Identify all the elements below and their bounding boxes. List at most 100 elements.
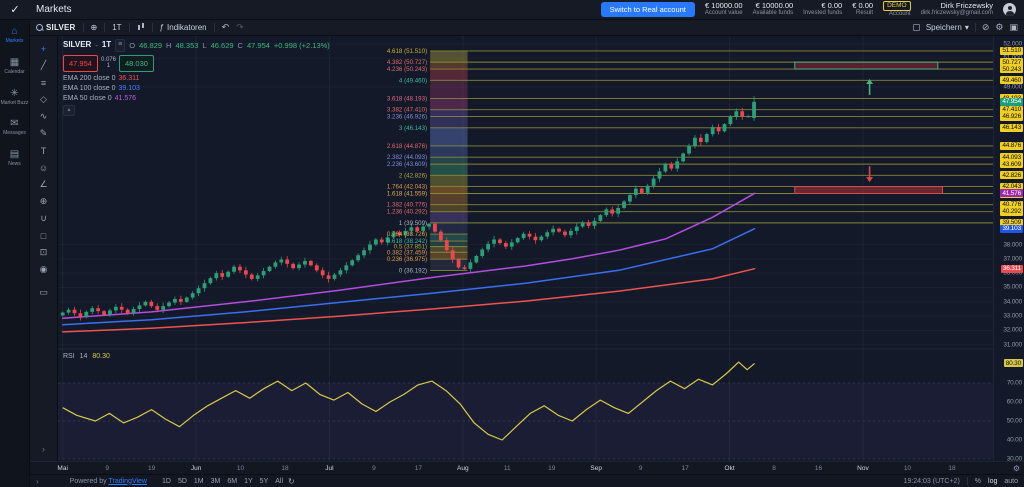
compare-add-button[interactable]: ⊕ bbox=[91, 23, 98, 32]
camera-icon[interactable]: ▣ bbox=[1009, 22, 1018, 32]
sidebar-item-label: News bbox=[8, 161, 21, 167]
delete-tool[interactable]: ▭ bbox=[39, 287, 48, 297]
range-button-3m[interactable]: 3M bbox=[210, 477, 221, 485]
svg-text:4.382 (50.727): 4.382 (50.727) bbox=[387, 59, 427, 66]
svg-text:3.618 (48.193): 3.618 (48.193) bbox=[387, 95, 427, 102]
legend-symbol[interactable]: SILVER bbox=[63, 40, 92, 50]
range-button-5d[interactable]: 5D bbox=[177, 477, 187, 485]
brush-tool[interactable]: ✎ bbox=[39, 128, 48, 138]
svg-text:1.764 (42.043): 1.764 (42.043) bbox=[387, 184, 427, 191]
go-to-date-icon[interactable]: ↻ bbox=[288, 476, 295, 486]
zoom-tool[interactable]: ⊕ bbox=[39, 196, 48, 206]
fib-retracement-tool[interactable]: ≡ bbox=[40, 77, 47, 88]
rsi-axis-label: 30.00 bbox=[1006, 455, 1022, 463]
chart-type-button[interactable] bbox=[137, 23, 145, 32]
ema-100-legend[interactable]: EMA 100 close 0 39.103 bbox=[63, 84, 330, 94]
fib-price-chip: 49.460 bbox=[1000, 76, 1023, 85]
symbol-search-button[interactable]: SILVER bbox=[36, 23, 76, 32]
open-value: 46.829 bbox=[139, 40, 163, 50]
switch-to-real-account-button[interactable]: Switch to Real account bbox=[600, 2, 695, 17]
legend-menu-icon[interactable]: ≡ bbox=[115, 39, 126, 52]
price-axis[interactable]: 52.00051.00049.00038.00037.00036.00035.0… bbox=[993, 36, 1024, 463]
magnet-tool[interactable]: ∪ bbox=[40, 213, 47, 223]
chart-svg[interactable]: 4.618 (51.510) 4.382 (50.727)4.236 (50.24… bbox=[58, 36, 993, 461]
pattern-tool[interactable]: ◇ bbox=[40, 94, 47, 104]
measure-tool[interactable]: ∠ bbox=[39, 179, 48, 189]
clock-display[interactable]: 19:24:03 (UTC+2) bbox=[903, 477, 960, 485]
range-button-all[interactable]: All bbox=[275, 477, 284, 485]
text-tool[interactable]: T bbox=[40, 145, 47, 156]
range-button-1y[interactable]: 1Y bbox=[244, 477, 253, 485]
crosshair-tool[interactable]: + bbox=[40, 43, 47, 54]
time-tick: Nov bbox=[857, 465, 869, 472]
svg-text:0.236 (36.975): 0.236 (36.975) bbox=[387, 256, 427, 263]
topbar: ✓ Markets Switch to Real account € 10000… bbox=[0, 0, 1024, 20]
svg-text:0.764 (38.726): 0.764 (38.726) bbox=[387, 231, 427, 238]
toolbar-collapse-icon[interactable]: › bbox=[42, 443, 45, 454]
log-scale-button[interactable]: log bbox=[988, 477, 998, 485]
time-tick: 8 bbox=[772, 465, 776, 472]
range-button-1m[interactable]: 1M bbox=[193, 477, 204, 485]
lock-tool[interactable]: ⊡ bbox=[39, 247, 48, 257]
indicators-button[interactable]: ƒ Indikatoren bbox=[160, 23, 207, 32]
sidebar-item-messages[interactable]: ✉ Messages bbox=[0, 112, 29, 143]
price-axis-label: 37.000 bbox=[1003, 255, 1022, 263]
app-logo-icon[interactable]: ✓ bbox=[10, 4, 20, 16]
axis-gear-icon[interactable]: ⚙ bbox=[1012, 464, 1020, 473]
buy-button[interactable]: 48.030 bbox=[118, 54, 154, 72]
price-chip: 47.954 bbox=[1000, 97, 1023, 106]
sidebar-item-calendar[interactable]: ▦ Calendar bbox=[0, 51, 29, 82]
save-button[interactable]: Speichern ▾ bbox=[926, 23, 969, 32]
price-chip: 41.576 bbox=[1000, 189, 1023, 198]
sidebar-item-markets[interactable]: ⌂ Markets bbox=[0, 20, 29, 51]
gear-icon[interactable]: ⚙ bbox=[995, 22, 1004, 32]
interval-button[interactable]: 1T bbox=[112, 23, 121, 32]
range-button-5y[interactable]: 5Y bbox=[259, 477, 269, 485]
ema-200-legend[interactable]: EMA 200 close 0 36.311 bbox=[63, 74, 330, 84]
undo-icon[interactable]: ↶ bbox=[221, 22, 230, 32]
sidebar-item-market-buzz[interactable]: ✳ Market Buzz bbox=[0, 82, 29, 113]
legend-collapse-icon[interactable]: ▴ bbox=[63, 105, 75, 117]
topbar-right: Switch to Real account € 10000.00 Accoun… bbox=[600, 0, 1024, 19]
svg-text:2.618 (44.876): 2.618 (44.876) bbox=[387, 143, 427, 150]
hide-tool[interactable]: ◉ bbox=[39, 264, 48, 274]
range-button-6m[interactable]: 6M bbox=[227, 477, 238, 485]
price-axis-label: 31.000 bbox=[1003, 341, 1022, 349]
sidebar-item-label: Market Buzz bbox=[0, 99, 29, 106]
time-axis[interactable]: ⚙ Mai 9 19 Jun 10 18 Jul 9 17 Aug 11 19 Sep 9 17 Okt 8 16… bbox=[30, 461, 1024, 474]
user-info[interactable]: Dirk Friczewsky dirk.friczewsky@gmail.co… bbox=[921, 1, 993, 18]
alert-icon[interactable]: ⊘ bbox=[981, 22, 990, 32]
rsi-legend[interactable]: RSI 14 80.30 bbox=[63, 353, 110, 360]
rsi-value-chip: 80.30 bbox=[1003, 359, 1023, 368]
rsi-axis-label: 70.00 bbox=[1006, 379, 1022, 387]
legend-interval: 1T bbox=[101, 40, 112, 50]
elliott-wave-tool[interactable]: ∿ bbox=[39, 111, 48, 121]
save-label: Speichern bbox=[925, 23, 962, 32]
svg-text:3 (46.143): 3 (46.143) bbox=[399, 125, 427, 132]
svg-text:2.236 (43.609): 2.236 (43.609) bbox=[387, 161, 427, 168]
emoji-tool[interactable]: ☺ bbox=[38, 162, 49, 173]
percent-scale-button[interactable]: % bbox=[974, 477, 982, 485]
tradingview-link[interactable]: TradingView bbox=[108, 477, 147, 485]
auto-scale-button[interactable]: auto bbox=[1004, 477, 1018, 485]
ema-200-value: 36.311 bbox=[118, 74, 140, 82]
toolbar-divider bbox=[128, 23, 130, 32]
low-label: L bbox=[202, 40, 207, 50]
panel-expander-icon[interactable]: › bbox=[36, 476, 39, 486]
avatar[interactable] bbox=[1003, 3, 1016, 16]
sidebar-item-news[interactable]: ▤ News bbox=[0, 143, 29, 174]
chart-plot[interactable]: 4.618 (51.510) 4.382 (50.727) 4.236 (50.24… bbox=[58, 36, 993, 461]
ema-50-legend[interactable]: EMA 50 close 0 41.576 bbox=[63, 94, 330, 104]
sell-button[interactable]: 47.954 bbox=[63, 54, 98, 72]
sidebar-item-label: Messages bbox=[3, 130, 26, 137]
ema-100-value: 39.103 bbox=[118, 84, 140, 92]
svg-text:1.382 (40.776): 1.382 (40.776) bbox=[387, 202, 427, 209]
layout-checkbox-icon[interactable] bbox=[912, 24, 920, 31]
demo-account-badge: DEMO Account bbox=[883, 0, 911, 19]
available-funds: € 10000.00 bbox=[755, 1, 794, 11]
shapes-tool[interactable]: □ bbox=[40, 230, 47, 241]
bottom-bar-divider bbox=[966, 477, 968, 485]
redo-icon[interactable]: ↷ bbox=[236, 22, 244, 32]
trendline-tool[interactable]: ╱ bbox=[40, 60, 47, 70]
range-button-1d[interactable]: 1D bbox=[162, 477, 171, 485]
